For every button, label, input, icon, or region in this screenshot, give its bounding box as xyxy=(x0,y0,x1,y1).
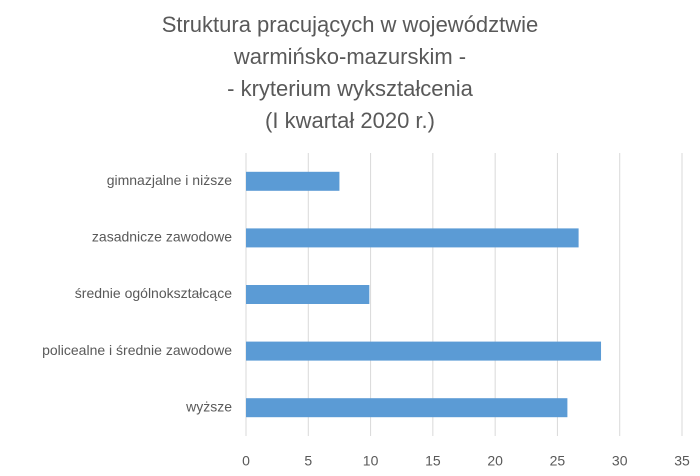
chart-title: - kryterium wykształcenia xyxy=(227,76,473,101)
chart-title: Struktura pracujących w województwie xyxy=(162,12,539,37)
x-tick-label: 10 xyxy=(363,453,379,469)
x-tick-label: 30 xyxy=(612,453,628,469)
y-tick-label: policealne i średnie zawodowe xyxy=(42,342,232,358)
bar xyxy=(246,285,370,304)
x-tick-label: 5 xyxy=(304,453,312,469)
x-tick-label: 20 xyxy=(487,453,503,469)
y-tick-label: gimnazjalne i niższe xyxy=(107,172,232,188)
x-tick-label: 15 xyxy=(425,453,441,469)
x-tick-label: 35 xyxy=(674,453,690,469)
bar xyxy=(246,228,579,248)
bar xyxy=(246,171,340,191)
y-tick-label: wyższe xyxy=(185,398,232,414)
y-tick-label: średnie ogólnokształcące xyxy=(75,285,232,301)
y-tick-label: zasadnicze zawodowe xyxy=(92,229,232,245)
x-tick-label: 25 xyxy=(550,453,566,469)
chart-title: warmińsko-mazurskim - xyxy=(233,44,466,69)
x-tick-label: 0 xyxy=(242,453,250,469)
bar xyxy=(246,398,568,418)
bar xyxy=(246,341,602,361)
chart-title: (I kwartał 2020 r.) xyxy=(265,108,435,133)
